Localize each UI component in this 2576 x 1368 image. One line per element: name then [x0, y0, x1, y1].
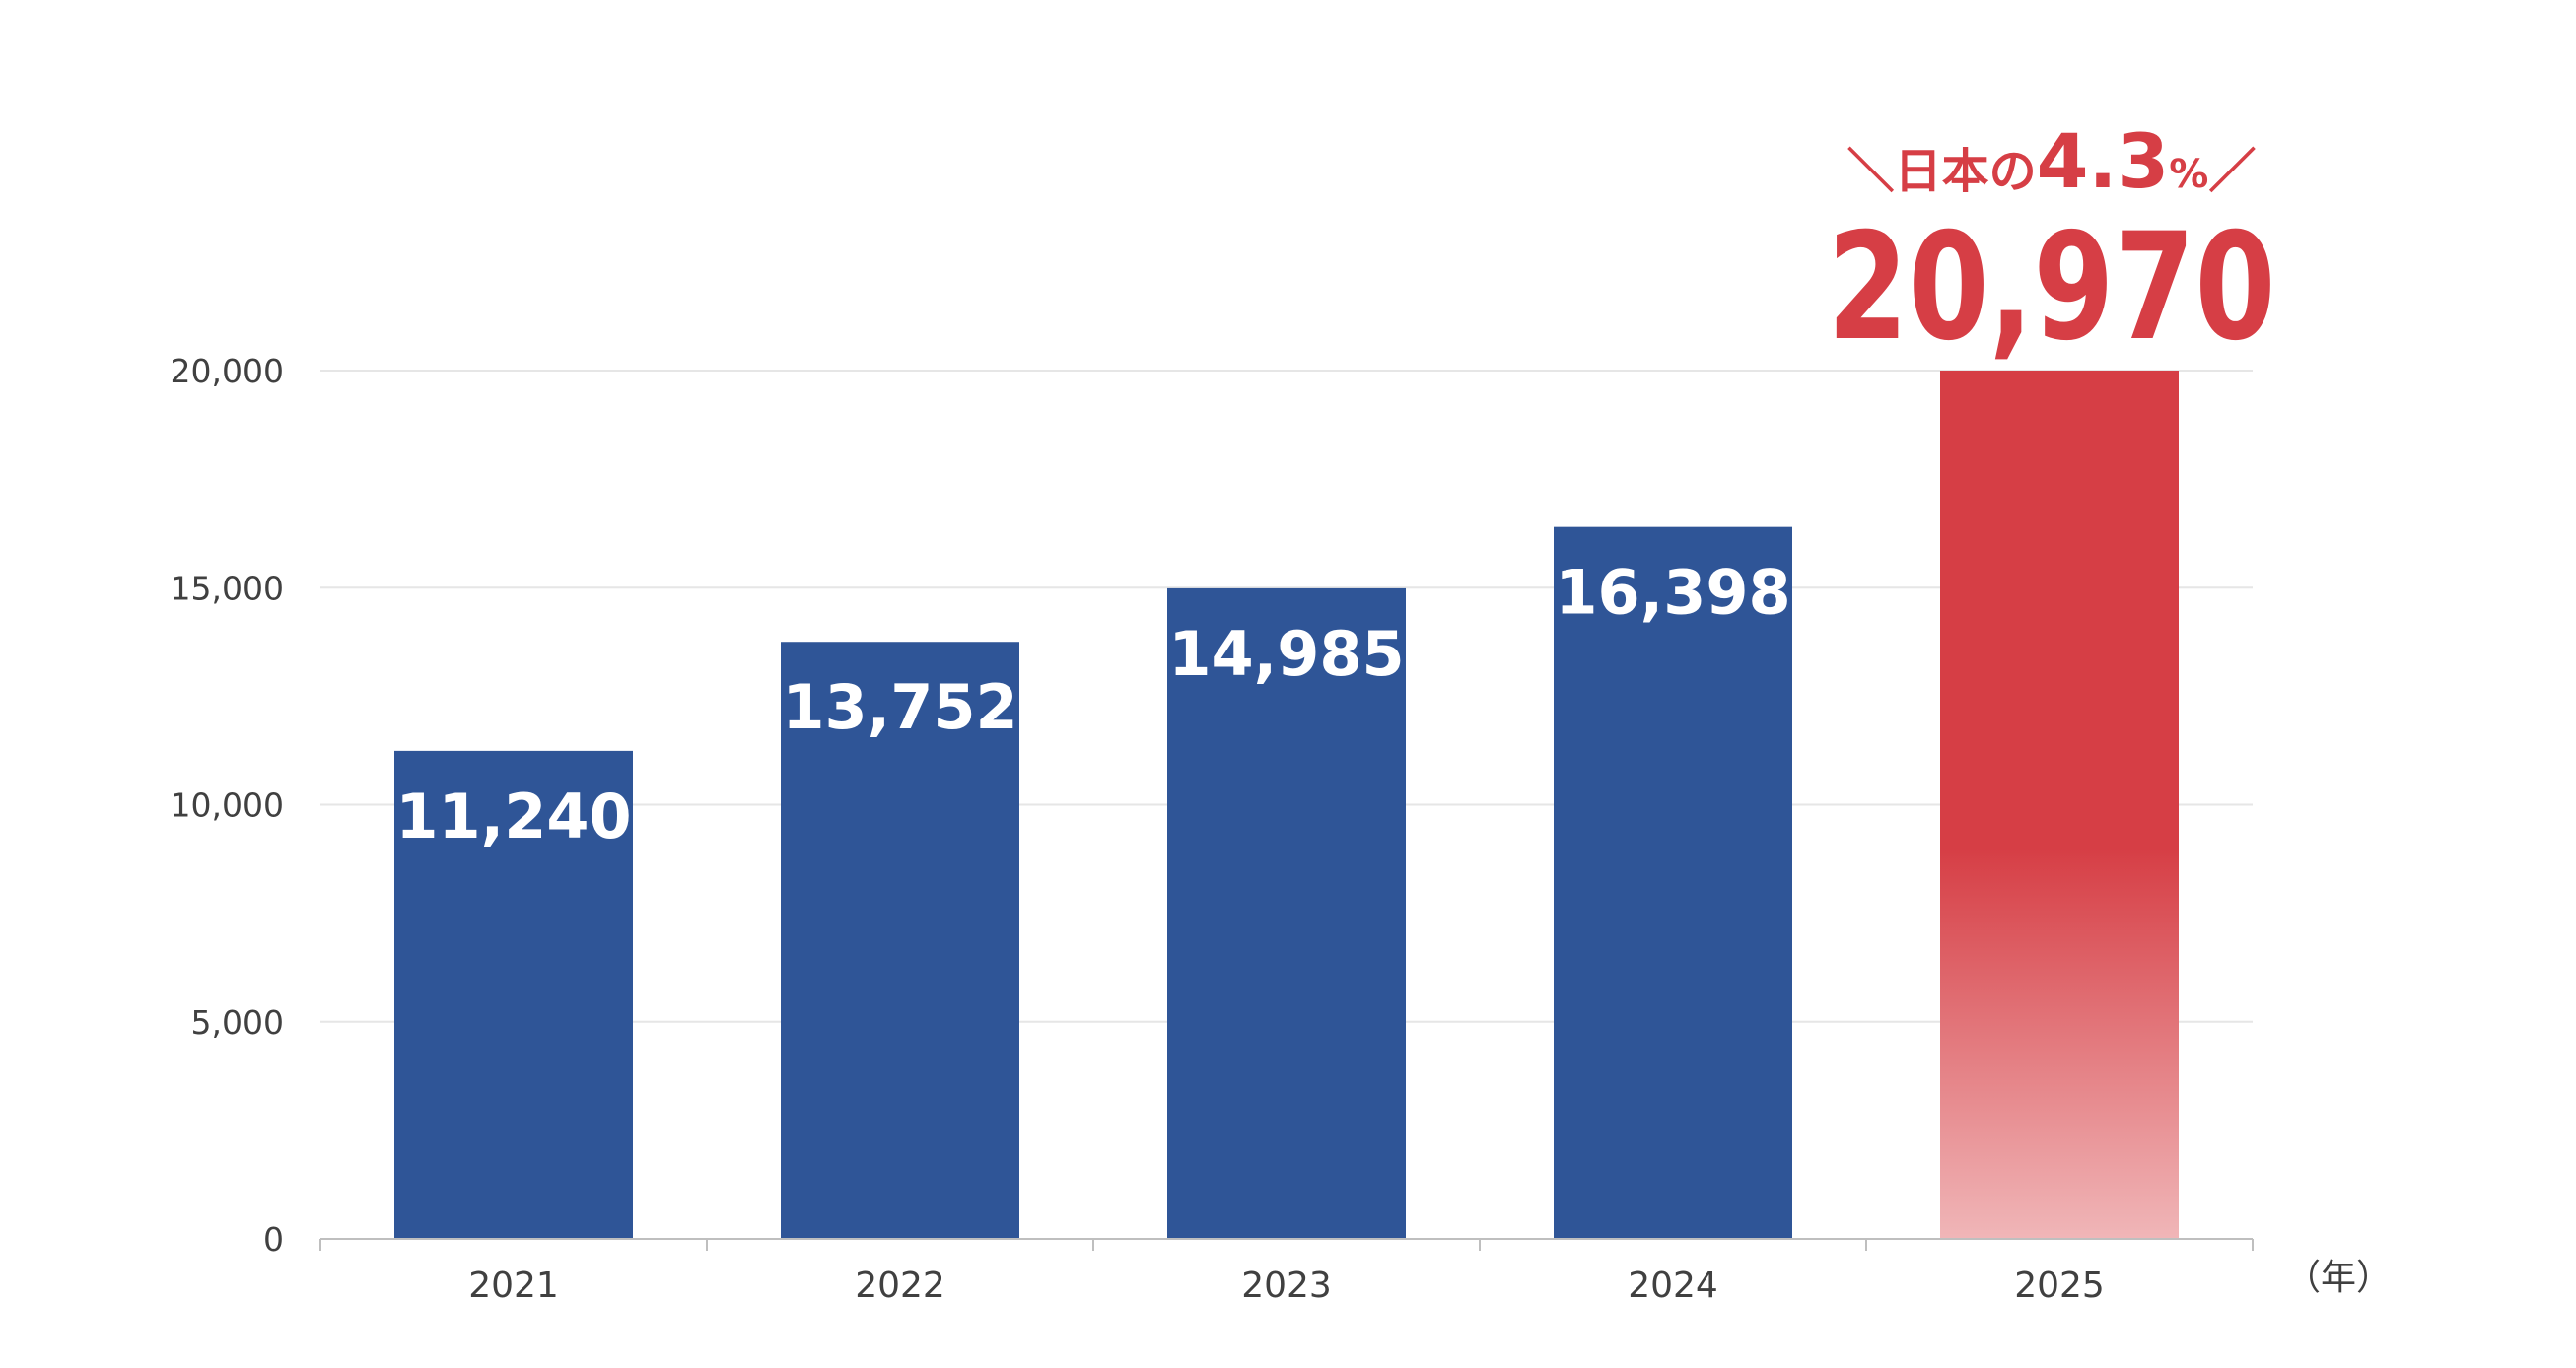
highlight-annotation: ＼日本の4.3%／	[1847, 117, 2257, 205]
y-tick-label: 10,000	[171, 787, 284, 825]
y-tick-label: 0	[263, 1220, 284, 1259]
annotation-suffix: ／	[2208, 144, 2256, 199]
x-axis-unit-label: （年）	[2285, 1258, 2392, 1298]
y-tick-label: 20,000	[171, 352, 284, 390]
x-tick-label: 2021	[468, 1265, 559, 1306]
annotation-prefix: ＼日本の	[1847, 144, 2037, 199]
bar	[781, 642, 1019, 1239]
annotation-value: 4.3	[2037, 117, 2170, 205]
bar-value-label: 14,985	[1168, 618, 1404, 690]
x-tick-label: 2023	[1241, 1265, 1332, 1306]
bar	[1167, 587, 1406, 1239]
y-tick-label: 15,000	[171, 569, 284, 607]
bar	[394, 750, 633, 1239]
bars: 11,240 13,752 14,985 16,398	[394, 371, 2179, 1239]
highlight-value-label: 20,970	[1828, 202, 2276, 374]
bar-value-label: 13,752	[782, 671, 1017, 743]
labels: （年） ＼日本の4.3%／ 20,970	[1828, 117, 2393, 1298]
bar-value-label: 11,240	[395, 781, 631, 853]
bar	[1554, 526, 1792, 1239]
bar-value-label: 16,398	[1555, 557, 1790, 629]
bar-highlight	[1940, 371, 2179, 1239]
axes: 0 5,000 10,000 15,000 20,000 2021 2022 2023 2024…	[171, 352, 2254, 1306]
annotation-unit: %	[2169, 152, 2208, 197]
x-tick-label: 2025	[2014, 1265, 2105, 1306]
y-tick-label: 5,000	[191, 1003, 284, 1042]
x-tick-label: 2022	[855, 1265, 945, 1306]
x-tick-label: 2024	[1628, 1265, 1718, 1306]
